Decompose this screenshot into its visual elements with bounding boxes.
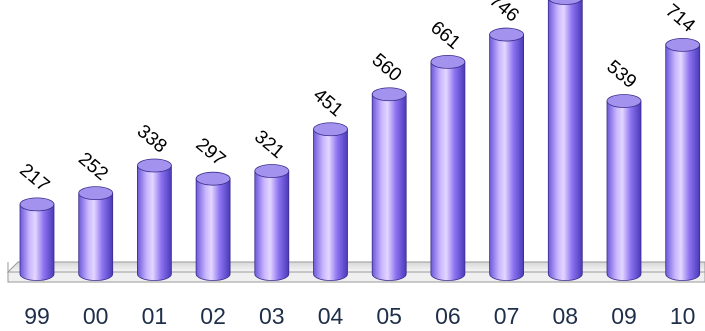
bar-body: [137, 165, 172, 281]
tick-label: 08: [553, 303, 579, 329]
tick-label: 07: [494, 303, 520, 329]
bar-body: [665, 44, 701, 281]
bar-top: [371, 87, 407, 102]
tick-label: 09: [611, 303, 637, 329]
bars-group: [19, 0, 701, 281]
bar-01: [136, 158, 172, 281]
tick-label: 04: [318, 303, 344, 329]
bar-top: [489, 27, 525, 42]
data-label: 297: [192, 134, 230, 170]
bar-top: [136, 158, 172, 173]
data-label: 252: [74, 149, 112, 185]
bar-body: [254, 170, 290, 281]
bar-top: [665, 37, 701, 52]
tick-label: 10: [670, 303, 696, 329]
bar-03: [254, 164, 290, 281]
bar-05: [371, 87, 407, 281]
bar-06: [430, 54, 466, 281]
bar-top: [606, 94, 642, 108]
bar-09: [606, 94, 642, 281]
bar-top: [430, 54, 466, 69]
bar-top: [195, 171, 231, 186]
data-label: 539: [602, 56, 640, 92]
bar-body: [430, 61, 466, 281]
data-label: 338: [133, 121, 171, 157]
data-label: 217: [15, 160, 53, 196]
bar-body: [78, 192, 114, 281]
tick-label: 02: [200, 303, 226, 329]
tick-label: 01: [142, 303, 168, 329]
data-label: 661: [426, 17, 464, 53]
data-label: 321: [250, 126, 288, 162]
tick-label: 03: [259, 303, 285, 329]
bar-00: [78, 186, 114, 281]
data-label: 451: [309, 85, 347, 121]
data-labels: 217 252 338 297 321 451 560 661 746 539 714: [15, 0, 699, 196]
bar-body: [371, 93, 407, 281]
bar-02: [195, 171, 231, 281]
bar-top: [548, 0, 582, 5]
tick-label: 05: [376, 303, 402, 329]
bar-04: [313, 122, 348, 281]
bar-body: [19, 203, 55, 281]
bar-body: [313, 128, 348, 281]
bar-body: [195, 178, 231, 281]
data-label: 746: [485, 0, 523, 26]
bar-top: [254, 164, 290, 178]
bar-07: [489, 27, 525, 281]
bar-body: [489, 34, 524, 281]
tick-label: 06: [435, 303, 461, 329]
data-label: 560: [368, 50, 406, 86]
bar-top: [78, 186, 114, 201]
bar-body: [606, 100, 642, 281]
data-label: 714: [661, 0, 699, 37]
x-axis-ticks: 99 00 01 02 03 04 05 06 07 08 09 10: [24, 303, 695, 329]
bar-99: [19, 197, 55, 281]
chart-floor: [6, 261, 705, 283]
bar-body: [547, 0, 583, 281]
bar-08: [547, 0, 583, 281]
tick-label: 99: [24, 303, 50, 329]
bar-10: [665, 37, 701, 281]
bar-top: [313, 122, 348, 137]
bar-top: [19, 197, 55, 212]
tick-label: 00: [83, 303, 109, 329]
